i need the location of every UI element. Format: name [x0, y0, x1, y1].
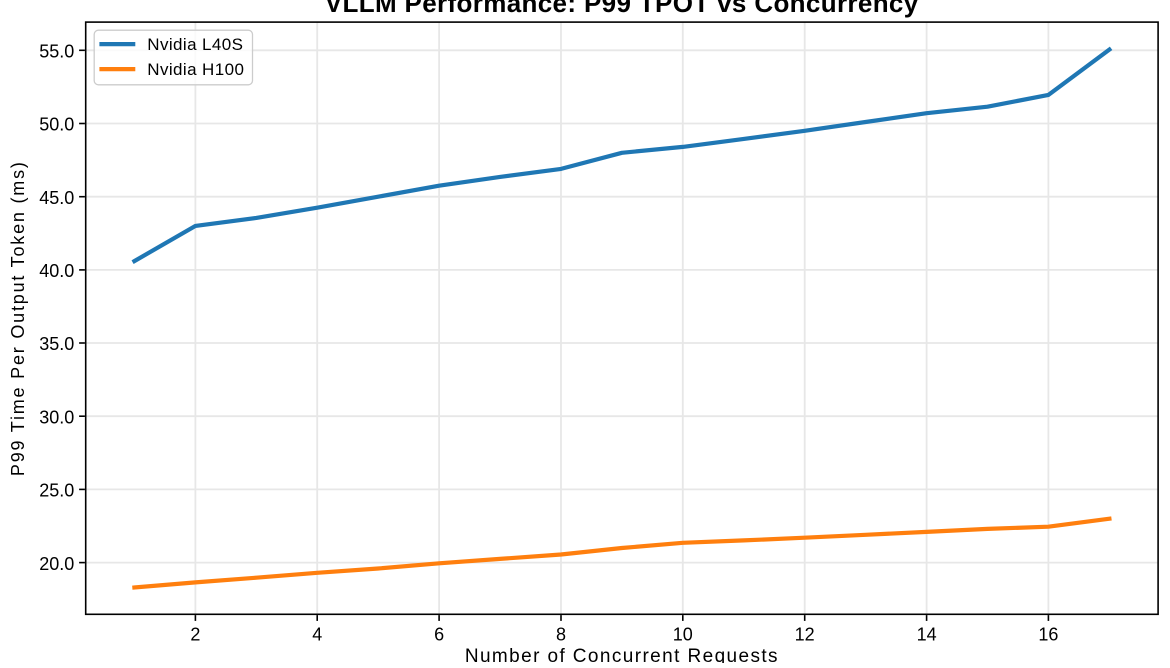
svg-text:45.0: 45.0	[39, 188, 74, 208]
svg-text:16: 16	[1038, 624, 1058, 644]
svg-text:Nvidia L40S: Nvidia L40S	[147, 35, 243, 54]
svg-text:8: 8	[556, 624, 566, 644]
svg-text:Number of Concurrent Requests: Number of Concurrent Requests	[465, 646, 779, 663]
svg-text:30.0: 30.0	[39, 407, 74, 427]
svg-text:35.0: 35.0	[39, 334, 74, 354]
svg-text:50.0: 50.0	[39, 115, 74, 135]
svg-text:12: 12	[795, 624, 815, 644]
svg-text:20.0: 20.0	[39, 554, 74, 574]
svg-text:14: 14	[917, 624, 937, 644]
svg-text:Nvidia H100: Nvidia H100	[147, 60, 244, 79]
svg-text:6: 6	[434, 624, 444, 644]
svg-text:2: 2	[190, 624, 200, 644]
svg-text:10: 10	[673, 624, 693, 644]
svg-text:VLLM Performance: P99 TPOT vs: VLLM Performance: P99 TPOT vs Concurrenc…	[325, 0, 919, 18]
svg-text:25.0: 25.0	[39, 481, 74, 501]
svg-text:55.0: 55.0	[39, 42, 74, 62]
svg-text:4: 4	[312, 624, 322, 644]
svg-text:P99 Time Per Output Token (ms): P99 Time Per Output Token (ms)	[8, 160, 28, 476]
svg-text:40.0: 40.0	[39, 261, 74, 281]
